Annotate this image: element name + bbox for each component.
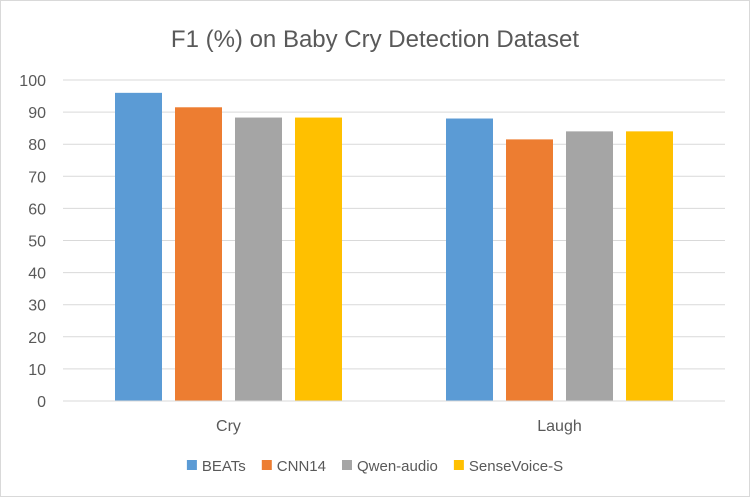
x-tick-label: Laugh [537,418,582,435]
y-tick-label: 60 [28,201,46,218]
y-tick-label: 90 [28,105,46,122]
bar-qwen-audio-laugh [566,131,613,402]
x-axis-ticks: Cry Laugh [216,418,582,435]
bar-sensevoice-s-cry [295,117,342,401]
legend-swatch-cnn14 [261,460,272,470]
chart-title: F1 (%) on Baby Cry Detection Dataset [171,26,579,53]
y-tick-label: 40 [28,266,46,283]
y-tick-label: 0 [37,394,46,411]
bar-cnn14-cry [175,107,222,401]
legend-swatch-sensevoice-s [453,460,464,470]
bar-sensevoice-s-laugh [626,131,673,402]
legend-label-cnn14: CNN14 [277,458,326,475]
y-axis-ticks: 0 10 20 30 40 50 60 70 80 90 100 [19,73,46,411]
y-tick-label: 20 [28,330,46,347]
y-tick-label: 70 [28,169,46,186]
bars [115,92,673,402]
legend-label-sensevoice-s: SenseVoice-S [469,458,563,475]
legend-label-beats: BEATs [202,458,246,475]
y-tick-label: 50 [28,234,46,251]
y-tick-label: 30 [28,298,46,315]
gridlines [63,79,725,370]
bar-qwen-audio-cry [235,117,282,401]
y-tick-label: 80 [28,137,46,154]
bar-beats-laugh [446,118,493,402]
legend-swatch-qwen-audio [341,460,352,470]
legend: BEATs CNN14 Qwen-audio SenseVoice-S [186,458,563,475]
legend-swatch-beats [186,460,197,470]
legend-label-qwen-audio: Qwen-audio [357,458,438,475]
y-tick-label: 10 [28,362,46,379]
x-tick-label: Cry [216,418,241,435]
bar-beats-cry [115,92,162,401]
y-tick-label: 100 [19,73,46,90]
bar-cnn14-laugh [506,139,553,401]
